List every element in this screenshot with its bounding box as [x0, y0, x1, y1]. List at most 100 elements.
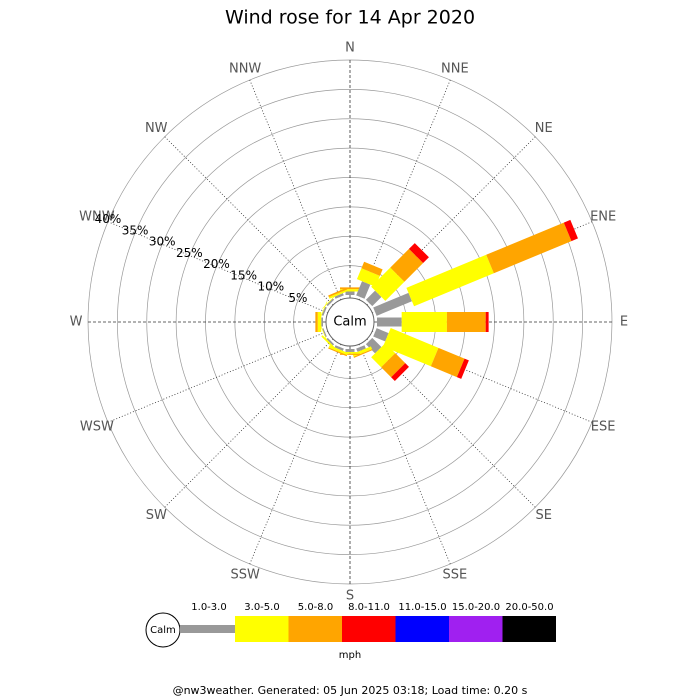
bar-segment [430, 347, 465, 378]
legend-label: 11.0-15.0 [398, 602, 446, 613]
direction-label: E [620, 315, 628, 330]
legend-label: 3.0-5.0 [244, 602, 279, 613]
direction-label: N [345, 41, 355, 56]
spoke [249, 79, 342, 300]
direction-label: SW [146, 508, 167, 523]
footer: @nw3weather. Generated: 05 Jun 2025 03:1… [173, 684, 528, 697]
spoke [358, 344, 451, 565]
legend-swatch [449, 616, 503, 642]
bar-segment [383, 328, 439, 367]
grid-ring [175, 147, 525, 497]
bar-segment [365, 290, 382, 307]
bar-segment [446, 312, 486, 332]
bar-segment [353, 349, 373, 358]
r-tick-label: 5% [288, 291, 307, 305]
legend-calm-label: Calm [150, 625, 176, 636]
bar-segment [408, 243, 429, 264]
legend-unit: mph [339, 650, 361, 661]
r-tick-label: 10% [257, 280, 284, 294]
direction-label: NE [535, 121, 553, 136]
legend-swatch [180, 625, 235, 633]
bar-segment [401, 312, 447, 332]
direction-label: ENE [590, 210, 616, 225]
r-tick-label: 30% [149, 235, 176, 249]
direction-label: SSW [230, 568, 260, 583]
spoke [107, 330, 328, 423]
direction-label: W [70, 315, 83, 330]
r-tick-label: 20% [203, 257, 230, 271]
legend-label: 8.0-11.0 [348, 602, 390, 613]
bar-segment [321, 317, 323, 327]
direction-label: WSW [80, 419, 114, 434]
direction-label: WNW [79, 210, 115, 225]
legend-label: 20.0-50.0 [505, 602, 553, 613]
bar-segment [328, 287, 348, 298]
bar-segment [390, 248, 424, 282]
bar-segment [406, 254, 494, 307]
bar-segment [345, 291, 355, 295]
r-tick-label: 35% [122, 223, 149, 237]
direction-label: SE [536, 508, 552, 523]
bar-segment [361, 261, 383, 276]
bar-segment [315, 312, 318, 332]
r-tick-label: 40% [95, 212, 122, 226]
bar-segment [334, 293, 344, 299]
legend-label: 1.0-3.0 [191, 602, 226, 613]
legend-label: 15.0-20.0 [452, 602, 500, 613]
direction-label: SSE [442, 568, 467, 583]
grid-ring [146, 118, 554, 526]
bar-segment [371, 267, 405, 301]
bar-segment [321, 335, 337, 351]
direction-label: ESE [591, 419, 616, 434]
bar-segment [365, 337, 382, 354]
spoke [164, 136, 334, 306]
bar-segment [326, 298, 335, 307]
bar-segment [334, 345, 344, 351]
bar-segment [319, 323, 328, 343]
direction-label: NNE [441, 61, 469, 76]
bar-segment [377, 317, 402, 327]
legend-swatch [288, 616, 342, 642]
spoke [164, 338, 334, 508]
bar-segment [326, 337, 335, 346]
spoke [249, 344, 342, 565]
grid-ring [117, 89, 583, 555]
r-tick-label: 15% [230, 268, 257, 282]
bar-segment [563, 219, 578, 242]
bar-segment [456, 358, 469, 379]
bar-segment [381, 353, 406, 378]
bar-segment [322, 328, 327, 337]
bar-segment [356, 345, 366, 352]
direction-label: S [346, 589, 354, 604]
legend-swatch [235, 616, 289, 642]
bar-segment [373, 292, 412, 316]
bar-segment [486, 222, 572, 274]
legend-label: 5.0-8.0 [298, 602, 333, 613]
r-tick-label: 25% [176, 246, 203, 260]
bar-segment [485, 312, 489, 332]
legend-swatch [342, 616, 396, 642]
calm-circle [325, 297, 375, 347]
bar-segment [319, 301, 328, 321]
direction-label: NNW [229, 61, 261, 76]
bar-segment [328, 289, 349, 299]
legend-swatch [502, 616, 556, 642]
bar-segment [356, 268, 380, 287]
spoke [107, 221, 328, 314]
legend-swatch [395, 616, 449, 642]
bar-segment [373, 328, 389, 342]
bar-segment [322, 294, 337, 309]
bar-segment [371, 343, 396, 368]
bar-segment [345, 349, 355, 352]
bar-segment [391, 363, 409, 381]
bar-segment [340, 287, 360, 290]
direction-label: NW [145, 121, 168, 136]
calm-label: Calm [333, 315, 366, 330]
spoke [358, 79, 451, 300]
bar-segment [321, 306, 327, 316]
bar-segment [317, 312, 322, 332]
bar-segment [328, 347, 348, 357]
bar-segment [356, 281, 371, 299]
chart-title: Wind rose for 14 Apr 2020 [225, 7, 475, 29]
